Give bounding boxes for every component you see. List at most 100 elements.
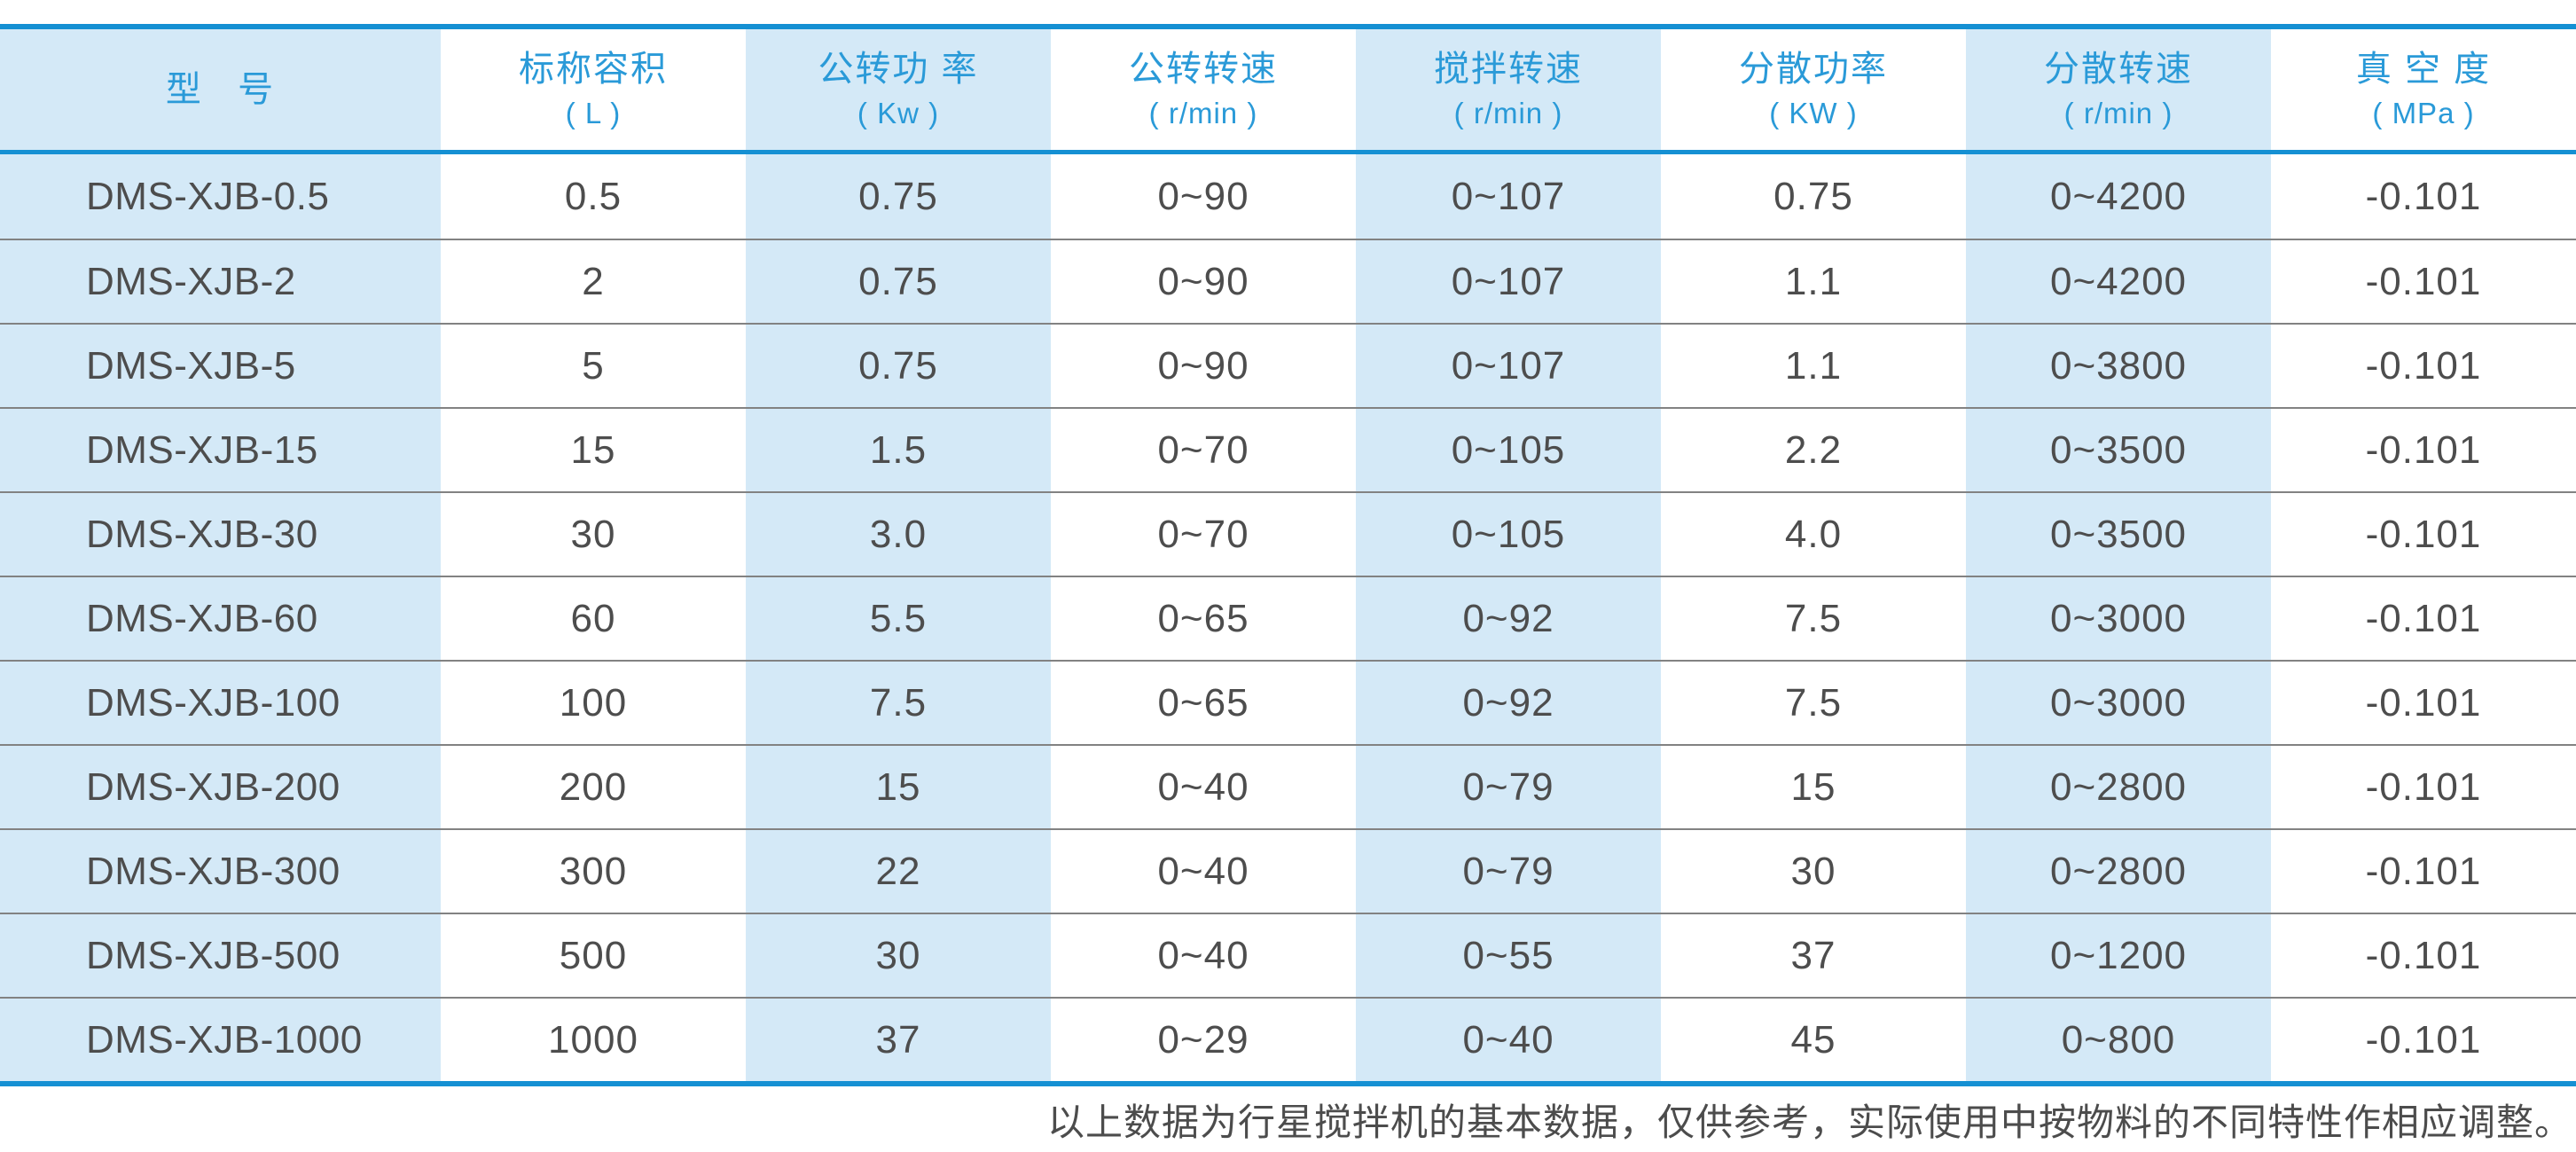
cell-disp-power: 45 bbox=[1790, 1017, 1836, 1062]
cell-stir-speed: 0~107 bbox=[1356, 240, 1661, 323]
cell-disp-speed: 0~2800 bbox=[1966, 830, 2271, 913]
table-row: DMS-XJB-1000 1000 37 0~29 0~40 45 0~800 … bbox=[0, 997, 2576, 1081]
cell-vacuum: -0.101 bbox=[2365, 259, 2482, 303]
header-capacity: 标称容积 ( L ) bbox=[441, 29, 746, 150]
cell-rev-speed: 0~40 bbox=[1157, 933, 1249, 977]
cell-model: DMS-XJB-1000 bbox=[0, 999, 441, 1081]
cell-disp-power: 2.2 bbox=[1784, 427, 1843, 472]
header-capacity-unit: ( L ) bbox=[565, 97, 622, 130]
cell-disp-speed: 0~2800 bbox=[1966, 746, 2271, 828]
cell-rev-power: 0.75 bbox=[746, 240, 1051, 323]
header-vacuum-unit: ( MPa ) bbox=[2372, 97, 2475, 130]
header-model-label: 型 号 bbox=[165, 70, 276, 109]
cell-vacuum: -0.101 bbox=[2365, 512, 2482, 556]
footnote: 以上数据为行星搅拌机的基本数据，仅供参考，实际使用中按物料的不同特性作相应调整。 bbox=[1046, 1102, 2572, 1144]
cell-vacuum: -0.101 bbox=[2365, 1017, 2482, 1062]
table-row: DMS-XJB-300 300 22 0~40 0~79 30 0~2800 -… bbox=[0, 828, 2576, 913]
cell-rev-speed: 0~65 bbox=[1157, 596, 1249, 640]
cell-rev-speed: 0~90 bbox=[1157, 259, 1249, 303]
cell-vacuum: -0.101 bbox=[2365, 680, 2482, 725]
cell-disp-speed: 0~4200 bbox=[1966, 154, 2271, 239]
cell-capacity: 0.5 bbox=[564, 174, 622, 218]
cell-rev-speed: 0~29 bbox=[1157, 1017, 1249, 1062]
cell-stir-speed: 0~105 bbox=[1356, 409, 1661, 491]
cell-rev-speed: 0~70 bbox=[1157, 512, 1249, 556]
cell-capacity: 15 bbox=[570, 427, 616, 472]
cell-stir-speed: 0~92 bbox=[1356, 662, 1661, 744]
table-row: DMS-XJB-60 60 5.5 0~65 0~92 7.5 0~3000 -… bbox=[0, 576, 2576, 660]
cell-vacuum: -0.101 bbox=[2365, 933, 2482, 977]
table-header-row: 型 号 标称容积 ( L ) 公转功 率 ( Kw ) 公转转速 ( r/min… bbox=[0, 29, 2576, 150]
table-row: DMS-XJB-0.5 0.5 0.75 0~90 0~107 0.75 0~4… bbox=[0, 154, 2576, 239]
cell-vacuum: -0.101 bbox=[2365, 174, 2482, 218]
cell-rev-power: 0.75 bbox=[746, 325, 1051, 407]
header-stirring-speed-unit: ( r/min ) bbox=[1453, 97, 1563, 130]
cell-disp-speed: 0~800 bbox=[1966, 999, 2271, 1081]
header-model: 型 号 bbox=[0, 29, 441, 150]
cell-stir-speed: 0~92 bbox=[1356, 577, 1661, 660]
header-stirring-speed-label: 搅拌转速 bbox=[1434, 50, 1583, 90]
cell-capacity: 5 bbox=[582, 343, 605, 388]
header-dispersion-speed-label: 分散转速 bbox=[2044, 50, 2193, 90]
footnote-area: 以上数据为行星搅拌机的基本数据，仅供参考，实际使用中按物料的不同特性作相应调整。 bbox=[0, 1086, 2576, 1152]
cell-model: DMS-XJB-100 bbox=[0, 662, 441, 744]
cell-stir-speed: 0~107 bbox=[1356, 154, 1661, 239]
cell-capacity: 200 bbox=[559, 764, 628, 809]
header-revolution-speed: 公转转速 ( r/min ) bbox=[1051, 29, 1356, 150]
cell-vacuum: -0.101 bbox=[2365, 427, 2482, 472]
table-body: DMS-XJB-0.5 0.5 0.75 0~90 0~107 0.75 0~4… bbox=[0, 154, 2576, 1081]
cell-disp-speed: 0~3500 bbox=[1966, 493, 2271, 576]
header-stirring-speed: 搅拌转速 ( r/min ) bbox=[1356, 29, 1661, 150]
table-top-border bbox=[0, 24, 2576, 29]
cell-disp-power: 7.5 bbox=[1784, 596, 1843, 640]
cell-disp-power: 15 bbox=[1790, 764, 1836, 809]
cell-rev-power: 0.75 bbox=[746, 154, 1051, 239]
cell-model: DMS-XJB-15 bbox=[0, 409, 441, 491]
cell-stir-speed: 0~105 bbox=[1356, 493, 1661, 576]
cell-model: DMS-XJB-30 bbox=[0, 493, 441, 576]
header-revolution-speed-unit: ( r/min ) bbox=[1148, 97, 1258, 130]
cell-disp-speed: 0~3000 bbox=[1966, 662, 2271, 744]
cell-rev-speed: 0~70 bbox=[1157, 427, 1249, 472]
cell-stir-speed: 0~107 bbox=[1356, 325, 1661, 407]
cell-rev-speed: 0~65 bbox=[1157, 680, 1249, 725]
table-row: DMS-XJB-2 2 0.75 0~90 0~107 1.1 0~4200 -… bbox=[0, 239, 2576, 323]
cell-vacuum: -0.101 bbox=[2365, 849, 2482, 893]
header-capacity-label: 标称容积 bbox=[519, 50, 668, 90]
header-revolution-power-label: 公转功 率 bbox=[818, 50, 979, 90]
cell-model: DMS-XJB-60 bbox=[0, 577, 441, 660]
cell-rev-speed: 0~90 bbox=[1157, 343, 1249, 388]
cell-model: DMS-XJB-500 bbox=[0, 914, 441, 997]
header-dispersion-power-unit: ( KW ) bbox=[1769, 97, 1858, 130]
header-revolution-power-unit: ( Kw ) bbox=[857, 97, 940, 130]
header-dispersion-speed: 分散转速 ( r/min ) bbox=[1966, 29, 2271, 150]
cell-vacuum: -0.101 bbox=[2365, 596, 2482, 640]
table-bottom-border bbox=[0, 1081, 2576, 1086]
cell-rev-power: 1.5 bbox=[746, 409, 1051, 491]
cell-rev-speed: 0~40 bbox=[1157, 849, 1249, 893]
cell-capacity: 60 bbox=[570, 596, 616, 640]
cell-rev-power: 7.5 bbox=[746, 662, 1051, 744]
table-row: DMS-XJB-30 30 3.0 0~70 0~105 4.0 0~3500 … bbox=[0, 491, 2576, 576]
cell-capacity: 30 bbox=[570, 512, 616, 556]
cell-disp-power: 37 bbox=[1790, 933, 1836, 977]
header-dispersion-speed-unit: ( r/min ) bbox=[2063, 97, 2173, 130]
cell-stir-speed: 0~40 bbox=[1356, 999, 1661, 1081]
cell-disp-speed: 0~3000 bbox=[1966, 577, 2271, 660]
cell-capacity: 300 bbox=[559, 849, 628, 893]
header-vacuum: 真 空 度 ( MPa ) bbox=[2271, 29, 2576, 150]
table-row: DMS-XJB-5 5 0.75 0~90 0~107 1.1 0~3800 -… bbox=[0, 323, 2576, 407]
cell-disp-speed: 0~1200 bbox=[1966, 914, 2271, 997]
table-row: DMS-XJB-500 500 30 0~40 0~55 37 0~1200 -… bbox=[0, 913, 2576, 997]
cell-disp-power: 1.1 bbox=[1784, 259, 1843, 303]
cell-disp-power: 7.5 bbox=[1784, 680, 1843, 725]
table-row: DMS-XJB-15 15 1.5 0~70 0~105 2.2 0~3500 … bbox=[0, 407, 2576, 491]
cell-disp-power: 1.1 bbox=[1784, 343, 1843, 388]
cell-stir-speed: 0~55 bbox=[1356, 914, 1661, 997]
cell-stir-speed: 0~79 bbox=[1356, 830, 1661, 913]
cell-model: DMS-XJB-0.5 bbox=[0, 154, 441, 239]
cell-capacity: 2 bbox=[582, 259, 605, 303]
cell-capacity: 1000 bbox=[548, 1017, 638, 1062]
header-revolution-power: 公转功 率 ( Kw ) bbox=[746, 29, 1051, 150]
cell-rev-power: 30 bbox=[746, 914, 1051, 997]
